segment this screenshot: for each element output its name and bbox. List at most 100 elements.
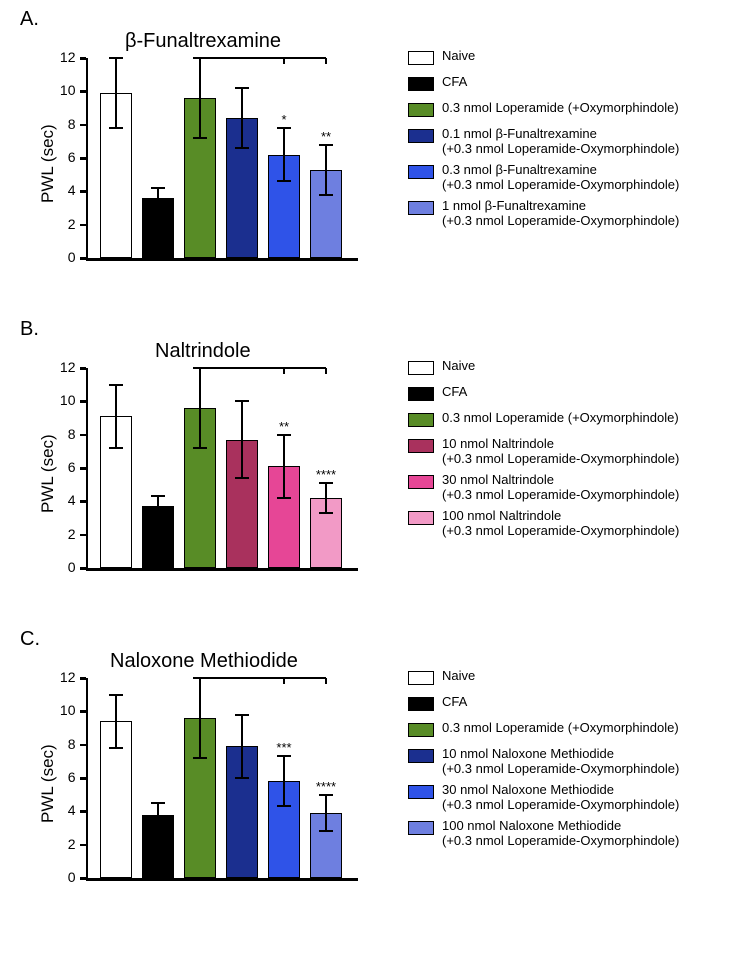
legend-label: CFA bbox=[442, 74, 467, 89]
y-tick-label: 10 bbox=[50, 82, 76, 98]
comparison-bracket bbox=[200, 677, 326, 679]
panel-label: A. bbox=[20, 8, 39, 31]
legend-label: Naive bbox=[442, 668, 475, 683]
y-tick-label: 12 bbox=[50, 359, 76, 375]
y-axis bbox=[86, 58, 89, 258]
legend-item: 100 nmol Naltrindole (+0.3 nmol Loperami… bbox=[408, 508, 738, 544]
y-tick bbox=[80, 367, 86, 370]
errorbar-cap bbox=[319, 194, 333, 196]
y-axis-title: PWL (sec) bbox=[38, 124, 58, 203]
errorbar-cap bbox=[109, 447, 123, 449]
comparison-bracket bbox=[199, 368, 201, 374]
errorbar-cap bbox=[109, 694, 123, 696]
y-tick bbox=[80, 777, 86, 780]
legend-swatch bbox=[408, 103, 434, 117]
legend-swatch bbox=[408, 165, 434, 179]
legend-label: 0.3 nmol Loperamide (+Oxymorphindole) bbox=[442, 720, 679, 735]
y-axis-title: PWL (sec) bbox=[38, 744, 58, 823]
errorbar bbox=[325, 795, 327, 832]
errorbar-cap bbox=[151, 495, 165, 497]
comparison-bracket bbox=[325, 678, 327, 684]
errorbar-cap bbox=[151, 825, 165, 827]
y-tick bbox=[80, 844, 86, 847]
y-tick bbox=[80, 877, 86, 880]
legend-label: 0.3 nmol β-Funaltrexamine (+0.3 nmol Lop… bbox=[442, 162, 679, 192]
legend-label: Naive bbox=[442, 358, 475, 373]
errorbar bbox=[241, 401, 243, 478]
errorbar bbox=[115, 58, 117, 128]
y-axis bbox=[86, 368, 89, 568]
legend-item: 0.3 nmol Loperamide (+Oxymorphindole) bbox=[408, 410, 738, 436]
legend-swatch bbox=[408, 129, 434, 143]
errorbar-cap bbox=[193, 137, 207, 139]
legend-swatch bbox=[408, 439, 434, 453]
errorbar bbox=[157, 496, 159, 516]
legend: Naive CFA 0.3 nmol Loperamide (+Oxymorphin… bbox=[408, 48, 738, 298]
errorbar bbox=[241, 88, 243, 148]
y-tick-label: 0 bbox=[50, 249, 76, 265]
legend-item: Naive bbox=[408, 358, 738, 384]
errorbar bbox=[283, 128, 285, 181]
errorbar-cap bbox=[235, 147, 249, 149]
comparison-bracket bbox=[283, 58, 285, 64]
errorbar-cap bbox=[319, 144, 333, 146]
y-tick bbox=[80, 434, 86, 437]
y-tick bbox=[80, 190, 86, 193]
comparison-bracket bbox=[325, 368, 327, 374]
legend-swatch bbox=[408, 697, 434, 711]
legend-label: Naive bbox=[442, 48, 475, 63]
y-tick bbox=[80, 677, 86, 680]
legend-label: CFA bbox=[442, 694, 467, 709]
errorbar-cap bbox=[277, 805, 291, 807]
legend-item: 0.3 nmol Loperamide (+Oxymorphindole) bbox=[408, 100, 738, 126]
y-axis bbox=[86, 678, 89, 878]
legend-label: 0.3 nmol Loperamide (+Oxymorphindole) bbox=[442, 100, 679, 115]
legend-label: 10 nmol Naltrindole (+0.3 nmol Loperamid… bbox=[442, 436, 679, 466]
errorbar-cap bbox=[151, 515, 165, 517]
errorbar-cap bbox=[109, 747, 123, 749]
y-tick-label: 0 bbox=[50, 559, 76, 575]
x-axis bbox=[86, 568, 359, 571]
y-tick bbox=[80, 57, 86, 60]
y-tick bbox=[80, 224, 86, 227]
errorbar bbox=[199, 368, 201, 448]
errorbar-cap bbox=[319, 512, 333, 514]
errorbar-cap bbox=[109, 127, 123, 129]
errorbar-cap bbox=[319, 482, 333, 484]
errorbar bbox=[283, 756, 285, 806]
significance-label: ** bbox=[264, 419, 304, 434]
errorbar bbox=[325, 483, 327, 513]
x-axis bbox=[86, 258, 359, 261]
y-tick-label: 2 bbox=[50, 526, 76, 542]
errorbar-cap bbox=[193, 757, 207, 759]
errorbar-cap bbox=[235, 777, 249, 779]
y-tick-label: 0 bbox=[50, 869, 76, 885]
legend-item: 30 nmol Naltrindole (+0.3 nmol Loperamid… bbox=[408, 472, 738, 508]
legend-label: CFA bbox=[442, 384, 467, 399]
legend-swatch bbox=[408, 413, 434, 427]
chart-title: Naloxone Methiodide bbox=[110, 650, 298, 673]
legend-swatch bbox=[408, 671, 434, 685]
legend-swatch bbox=[408, 475, 434, 489]
significance-label: *** bbox=[264, 740, 304, 755]
significance-label: * bbox=[264, 112, 304, 127]
legend-label: 1 nmol β-Funaltrexamine (+0.3 nmol Loper… bbox=[442, 198, 679, 228]
errorbar bbox=[157, 188, 159, 208]
panel-label: C. bbox=[20, 628, 40, 651]
y-tick bbox=[80, 90, 86, 93]
errorbar bbox=[283, 435, 285, 498]
errorbar-cap bbox=[277, 497, 291, 499]
legend-swatch bbox=[408, 361, 434, 375]
comparison-bracket bbox=[283, 678, 285, 684]
legend-item: Naive bbox=[408, 48, 738, 74]
legend-swatch bbox=[408, 785, 434, 799]
comparison-bracket bbox=[199, 58, 201, 64]
legend-label: 30 nmol Naltrindole (+0.3 nmol Loperamid… bbox=[442, 472, 679, 502]
comparison-bracket bbox=[200, 367, 326, 369]
figure-page: A.β-Funaltrexamine024681012PWL (sec)***N… bbox=[0, 0, 749, 960]
chart-title: Naltrindole bbox=[155, 340, 251, 363]
errorbar-cap bbox=[193, 447, 207, 449]
significance-label: ** bbox=[306, 129, 346, 144]
y-axis-title: PWL (sec) bbox=[38, 434, 58, 513]
y-tick bbox=[80, 124, 86, 127]
